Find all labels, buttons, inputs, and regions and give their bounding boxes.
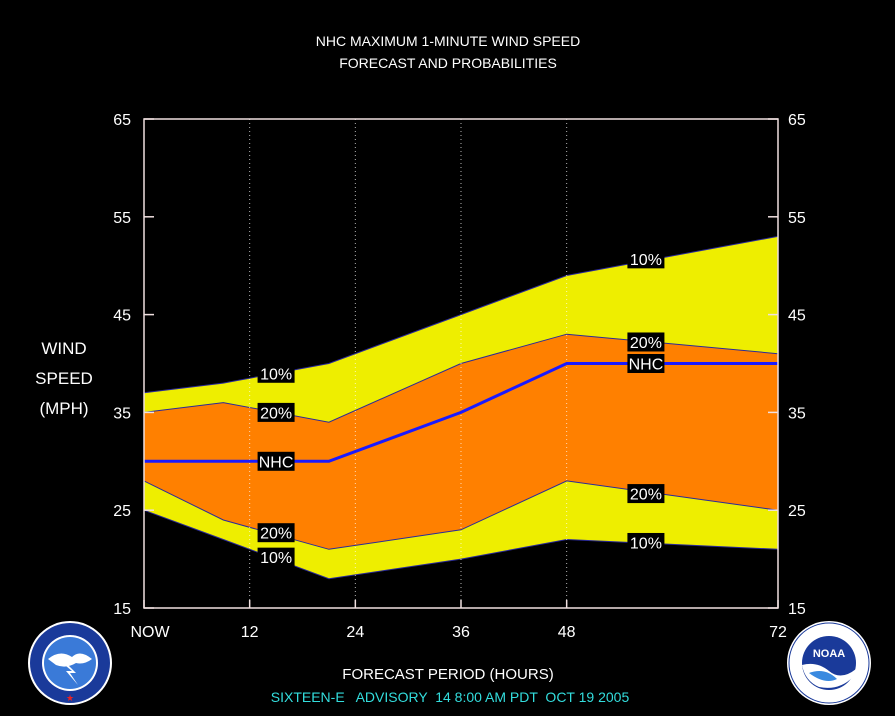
series-label-box bbox=[627, 332, 665, 352]
series-label-box bbox=[627, 532, 665, 552]
noaa-logo: NOAA bbox=[787, 621, 871, 705]
plot-area: 15 15 25 25 35 35 45 45 55 55 65 65 NOW 12 24 36 48 72 10%… bbox=[113, 112, 806, 641]
series-label: 10% bbox=[260, 550, 292, 567]
y-axis-label-line-3: (MPH) bbox=[39, 399, 88, 418]
noaa-logo-wave-icon bbox=[809, 671, 837, 681]
y-tick-label-left: 55 bbox=[113, 210, 131, 227]
y-tick-label-right: 25 bbox=[788, 503, 806, 520]
series-label: NHC bbox=[629, 357, 664, 374]
nws-logo-lightning-icon bbox=[60, 661, 78, 685]
x-axis-label: FORECAST PERIOD (HOURS) bbox=[342, 666, 553, 683]
series-label-box bbox=[257, 547, 295, 567]
series-label: 20% bbox=[260, 405, 292, 422]
edge-line-upper-10 bbox=[143, 235, 779, 394]
series-label-box bbox=[627, 249, 665, 269]
series-label: NHC bbox=[259, 454, 294, 471]
x-tick-label: 72 bbox=[769, 624, 787, 641]
band-20-percent bbox=[144, 334, 778, 550]
x-tick-label: 12 bbox=[241, 624, 259, 641]
series-label-box bbox=[257, 451, 295, 471]
series-label-box bbox=[627, 484, 665, 504]
series-label-box bbox=[627, 354, 665, 373]
nhc-forecast-line bbox=[144, 362, 778, 463]
series-label: 10% bbox=[630, 535, 662, 552]
chart-title-line-2: FORECAST AND PROBABILITIES bbox=[339, 55, 557, 71]
advisory-subtitle: SIXTEEN-E ADVISORY 14 8:00 AM PDT OCT 19… bbox=[271, 689, 630, 705]
x-tick-label: NOW bbox=[130, 624, 170, 641]
nws-logo: ★ bbox=[28, 621, 112, 705]
series-label-box bbox=[257, 402, 295, 422]
series-label: 20% bbox=[260, 526, 292, 543]
y-tick-label-left: 25 bbox=[113, 503, 131, 520]
series-label: 20% bbox=[630, 335, 662, 352]
series-label-box bbox=[257, 523, 295, 543]
noaa-logo-text: NOAA bbox=[813, 648, 845, 660]
chart-title-line-1: NHC MAXIMUM 1-MINUTE WIND SPEED bbox=[316, 33, 580, 49]
y-tick-label-right: 55 bbox=[788, 210, 806, 227]
series-label: 20% bbox=[630, 487, 662, 504]
y-tick-label-left: 35 bbox=[113, 405, 131, 422]
edge-line-lower-20 bbox=[143, 480, 779, 550]
y-tick-label-left: 65 bbox=[113, 112, 131, 129]
nws-logo-star: ★ bbox=[66, 693, 74, 703]
nws-logo-cloud-icon bbox=[48, 653, 92, 667]
y-axis-label-line-2: SPEED bbox=[35, 369, 93, 388]
series-label-box bbox=[257, 363, 295, 383]
y-tick-label-right: 45 bbox=[788, 308, 806, 325]
y-tick-label-right: 65 bbox=[788, 112, 806, 129]
series-label: 10% bbox=[630, 252, 662, 269]
y-tick-label-right: 35 bbox=[788, 405, 806, 422]
y-tick-label-left: 45 bbox=[113, 308, 131, 325]
x-tick-label: 48 bbox=[558, 624, 576, 641]
y-tick-label-right: 15 bbox=[788, 601, 806, 618]
y-tick-label-left: 15 bbox=[113, 601, 131, 618]
y-axis-label-line-1: WIND bbox=[41, 339, 86, 358]
x-tick-label: 24 bbox=[346, 624, 364, 641]
x-tick-label: 36 bbox=[452, 624, 470, 641]
series-label: 10% bbox=[260, 366, 292, 383]
